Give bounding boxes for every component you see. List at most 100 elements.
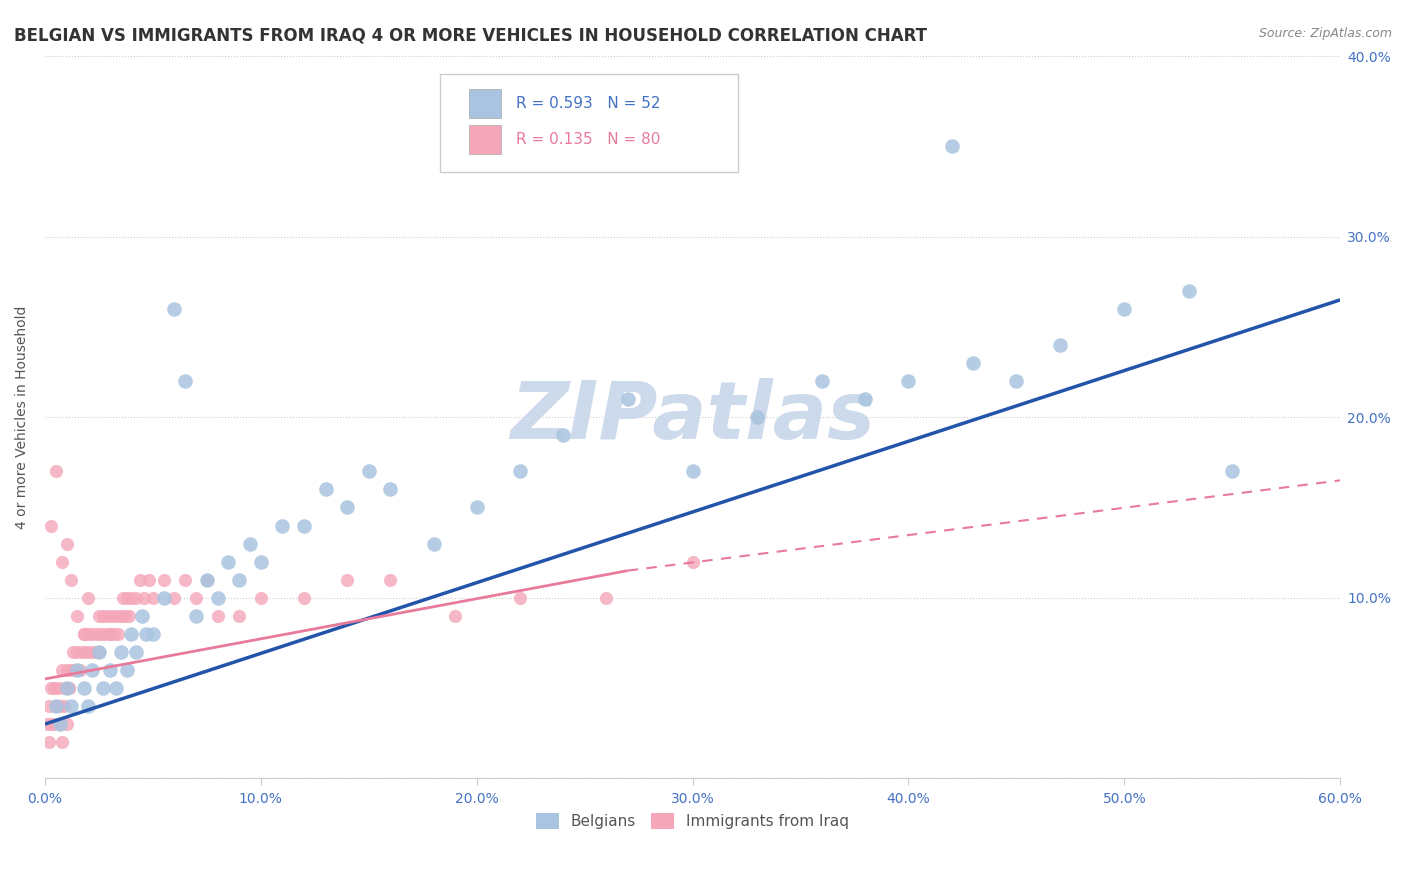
Point [115, 663, 138, 677]
Point [357, 464, 380, 478]
Point [62, 645, 84, 659]
Point [1114, 301, 1136, 316]
Point [77, 627, 100, 641]
Point [250, 555, 273, 569]
Point [59, 663, 82, 677]
Point [195, 573, 218, 587]
Point [94, 627, 117, 641]
Point [941, 139, 963, 153]
Point [58, 681, 80, 695]
Point [41, 681, 63, 695]
Point [184, 608, 207, 623]
Point [1049, 338, 1071, 352]
Point [228, 573, 250, 587]
Point [962, 356, 984, 370]
Point [509, 464, 531, 478]
Point [46, 681, 69, 695]
Point [380, 483, 402, 497]
Point [897, 374, 920, 388]
Point [336, 500, 359, 515]
Point [120, 591, 142, 605]
Point [105, 681, 128, 695]
Point [138, 573, 160, 587]
Point [292, 591, 315, 605]
Point [75, 645, 97, 659]
Point [129, 573, 152, 587]
Point [82, 627, 104, 641]
Point [1178, 284, 1201, 298]
Point [101, 608, 124, 623]
Point [98, 663, 121, 677]
Legend: Belgians, Immigrants from Iraq: Belgians, Immigrants from Iraq [530, 807, 856, 836]
Point [747, 410, 769, 425]
Point [59, 699, 82, 714]
Point [63, 663, 86, 677]
Point [82, 663, 104, 677]
Point [509, 591, 531, 605]
FancyBboxPatch shape [468, 88, 501, 118]
Point [124, 645, 146, 659]
Point [77, 699, 100, 714]
Point [120, 627, 142, 641]
Point [207, 591, 229, 605]
Point [1005, 374, 1028, 388]
Point [131, 608, 153, 623]
Point [811, 374, 834, 388]
Point [38, 699, 60, 714]
Point [87, 645, 110, 659]
Point [595, 591, 617, 605]
Point [90, 627, 112, 641]
Point [105, 608, 128, 623]
Point [91, 681, 114, 695]
Point [551, 428, 574, 442]
Y-axis label: 4 or more Vehicles in Household: 4 or more Vehicles in Household [15, 306, 30, 529]
Point [55, 663, 77, 677]
Point [45, 699, 67, 714]
Point [444, 608, 467, 623]
Point [682, 555, 704, 569]
Point [336, 573, 359, 587]
Point [98, 627, 121, 641]
Point [115, 591, 138, 605]
Point [422, 536, 444, 550]
Point [239, 536, 262, 550]
Point [465, 500, 488, 515]
Point [79, 645, 101, 659]
Point [142, 591, 165, 605]
Point [134, 591, 156, 605]
Point [46, 699, 69, 714]
Point [41, 717, 63, 731]
Point [55, 717, 77, 731]
Text: R = 0.135   N = 80: R = 0.135 N = 80 [516, 132, 661, 146]
Point [124, 591, 146, 605]
Point [107, 627, 129, 641]
Text: BELGIAN VS IMMIGRANTS FROM IRAQ 4 OR MORE VEHICLES IN HOUSEHOLD CORRELATION CHAR: BELGIAN VS IMMIGRANTS FROM IRAQ 4 OR MOR… [14, 27, 927, 45]
Point [53, 699, 76, 714]
Point [87, 645, 110, 659]
Point [315, 483, 337, 497]
Point [73, 627, 96, 641]
Point [49, 699, 72, 714]
Point [91, 608, 114, 623]
Point [110, 645, 132, 659]
Point [174, 573, 197, 587]
Point [217, 555, 239, 569]
Point [41, 518, 63, 533]
Point [66, 663, 89, 677]
Point [195, 573, 218, 587]
Point [51, 663, 73, 677]
Point [59, 573, 82, 587]
Point [69, 663, 91, 677]
Point [152, 591, 174, 605]
Point [38, 735, 60, 749]
Point [58, 681, 80, 695]
Point [292, 518, 315, 533]
Point [66, 645, 89, 659]
Point [111, 591, 134, 605]
Point [118, 608, 141, 623]
Point [103, 627, 125, 641]
Point [250, 591, 273, 605]
Point [87, 608, 110, 623]
Point [114, 608, 136, 623]
Point [163, 591, 186, 605]
